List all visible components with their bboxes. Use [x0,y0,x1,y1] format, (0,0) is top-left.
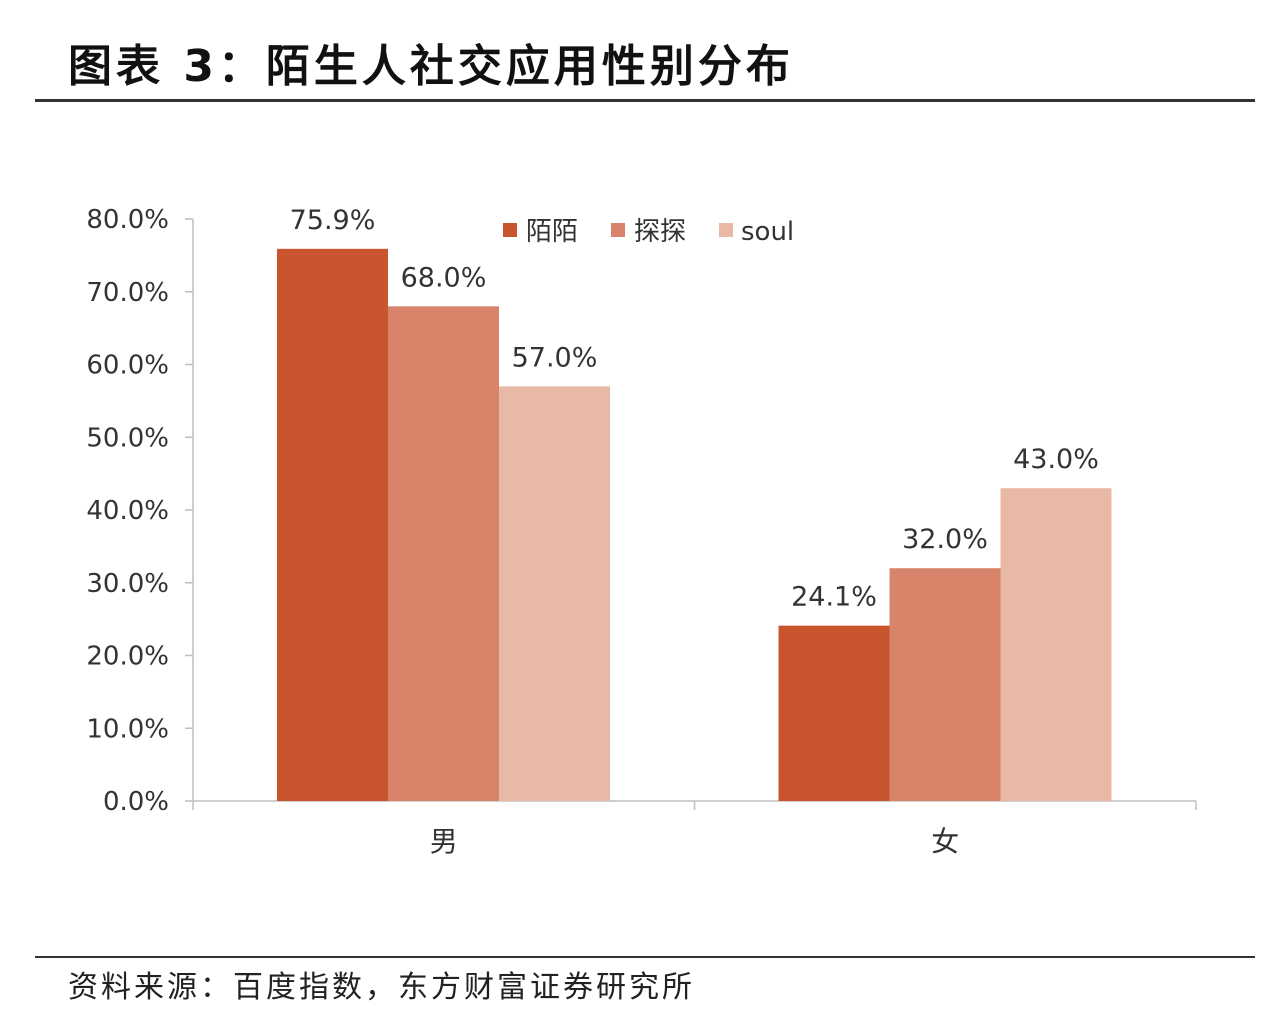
legend-swatch [503,223,517,237]
bar [499,386,610,801]
data-label: 57.0% [512,342,598,373]
data-label: 32.0% [902,524,988,555]
y-tick-label: 20.0% [86,642,169,672]
data-labels: 75.9% 68.0% 57.0% 24.1% 32.0% 43.0% [290,205,1099,613]
x-tick-label: 女 [931,825,959,858]
y-tick-label: 70.0% [86,278,169,308]
bar [1000,488,1112,801]
bar [889,568,1001,801]
bar [388,306,499,801]
legend-label: 探探 [634,217,686,247]
y-tick-label: 40.0% [86,496,169,526]
bar [778,625,890,801]
data-label: 43.0% [1013,444,1099,475]
x-tick-label: 男 [430,825,458,858]
bottom-divider [35,956,1255,958]
x-axis: 男女 [192,800,1197,858]
y-tick-label: 50.0% [86,423,169,453]
data-label: 24.1% [791,582,877,613]
source-note: 资料来源：百度指数，东方财富证券研究所 [68,970,695,1005]
legend: 陌陌 探探 soul [503,217,794,247]
figure-title: 图表 3：陌生人社交应用性别分布 [68,41,794,92]
top-divider [35,99,1255,102]
y-tick-label: 0.0% [103,787,169,817]
legend-label: 陌陌 [526,217,578,247]
y-tick-label: 30.0% [86,569,169,599]
y-tick-label: 10.0% [86,714,169,744]
data-label: 75.9% [290,205,376,236]
legend-label: soul [741,217,794,247]
legend-swatch [719,223,733,237]
y-tick-label: 80.0% [86,205,169,235]
y-axis: 0.0% 10.0% 20.0% 30.0% 40.0% 50.0% 60.0% 70.0% 8… [86,205,194,817]
bar [277,248,388,801]
legend-swatch [611,223,625,237]
y-tick-label: 60.0% [86,351,169,381]
bars [277,248,1112,801]
data-label: 68.0% [401,262,487,293]
